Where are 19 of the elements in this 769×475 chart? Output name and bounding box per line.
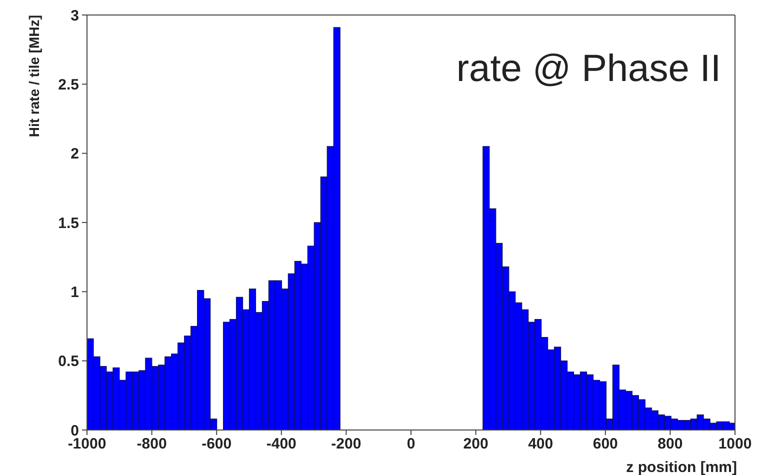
x-tick-label: -400 (266, 436, 296, 453)
x-tick-label: -800 (136, 436, 167, 453)
x-tick-label: 600 (592, 436, 618, 453)
x-tick-label: 800 (658, 436, 683, 453)
x-tick-label: 0 (406, 436, 416, 453)
x-tick-label: -200 (331, 436, 362, 453)
annotation: rate @ Phase II (456, 48, 721, 91)
y-tick-label: 1 (70, 284, 79, 301)
x-axis-title: z position [mm] (626, 459, 737, 475)
y-tick-label: 3 (70, 7, 79, 24)
x-tick-label: 200 (463, 436, 488, 453)
y-axis-title: Hit rate / tile [MHz] (26, 15, 42, 138)
y-tick-label: 2 (70, 146, 79, 163)
y-tick-label: 2.5 (58, 76, 79, 94)
y-tick-label: 0.5 (58, 353, 79, 370)
y-tick-label: 1.5 (58, 214, 79, 232)
x-tick-label: 1000 (718, 436, 752, 453)
x-tick-label: 400 (528, 436, 554, 453)
x-tick-label: -600 (202, 436, 232, 453)
